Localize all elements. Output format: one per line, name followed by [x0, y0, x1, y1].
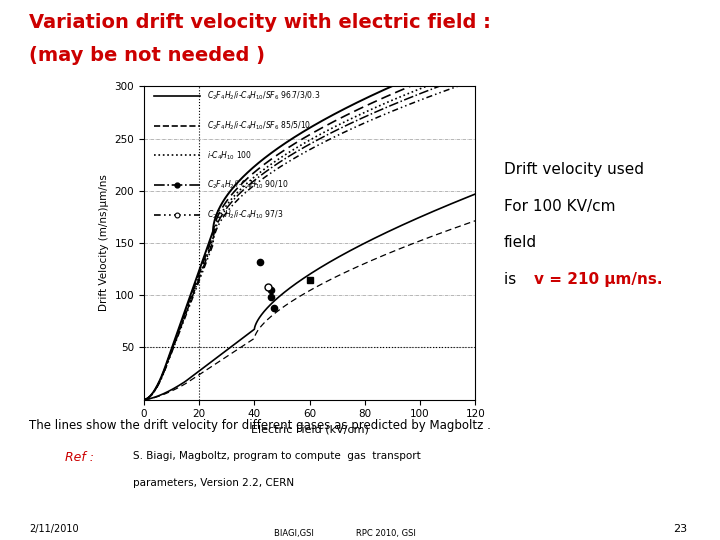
Text: is: is: [504, 272, 526, 287]
Text: S. Biagi, Magboltz, program to compute  gas  transport: S. Biagi, Magboltz, program to compute g…: [133, 451, 421, 461]
Text: Ref :: Ref :: [65, 451, 94, 464]
Text: 23: 23: [673, 524, 688, 534]
Text: $C_2F_4H_2/i$-$C_4H_{10}$ 90/10: $C_2F_4H_2/i$-$C_4H_{10}$ 90/10: [207, 179, 289, 191]
Text: Drift velocity used: Drift velocity used: [504, 162, 644, 177]
Text: v = 210 μm/ns.: v = 210 μm/ns.: [534, 272, 662, 287]
Text: $C_2F_4H_2/i$-$C_4H_{10}$ 97/3: $C_2F_4H_2/i$-$C_4H_{10}$ 97/3: [207, 208, 284, 221]
Text: $C_2F_4H_2/i$-$C_4H_{10}/SF_6$ 85/5/10: $C_2F_4H_2/i$-$C_4H_{10}/SF_6$ 85/5/10: [207, 119, 311, 132]
Text: parameters, Version 2.2, CERN: parameters, Version 2.2, CERN: [133, 478, 294, 488]
Text: (may be not needed ): (may be not needed ): [29, 46, 265, 65]
Text: $C_2F_4H_2/i$-$C_4H_{10}/SF_6$ 96.7/3/0.3: $C_2F_4H_2/i$-$C_4H_{10}/SF_6$ 96.7/3/0.…: [207, 90, 320, 102]
Text: 2/11/2010: 2/11/2010: [29, 524, 78, 534]
Y-axis label: Drift Velocity (m/ns)μm/ns: Drift Velocity (m/ns)μm/ns: [99, 174, 109, 312]
Text: For 100 KV/cm: For 100 KV/cm: [504, 199, 616, 214]
Text: BIAGI,GSI                RPC 2010, GSI: BIAGI,GSI RPC 2010, GSI: [274, 529, 415, 538]
Text: Variation drift velocity with electric field :: Variation drift velocity with electric f…: [29, 14, 490, 32]
X-axis label: Electric Field (kV/cm): Electric Field (kV/cm): [251, 425, 369, 435]
Text: $i$-$C_4H_{10}$ 100: $i$-$C_4H_{10}$ 100: [207, 149, 252, 161]
Text: field: field: [504, 235, 537, 251]
Text: The lines show the drift velocity for different gases as predicted by Magboltz .: The lines show the drift velocity for di…: [29, 418, 490, 431]
